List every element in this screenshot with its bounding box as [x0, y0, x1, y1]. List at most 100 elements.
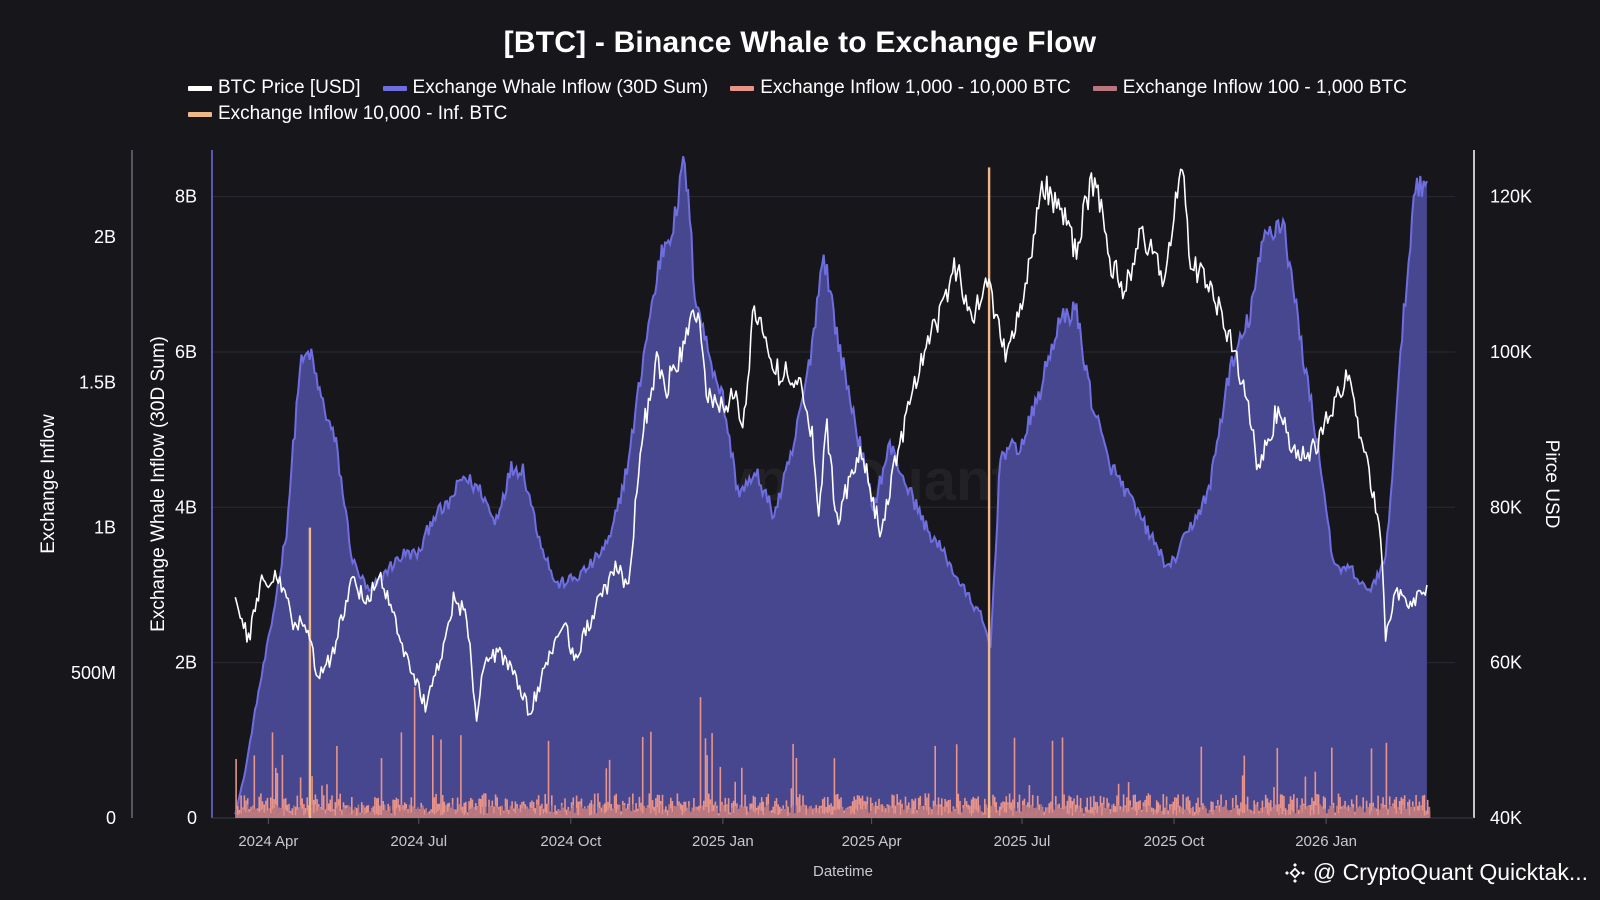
- bar-inflow-100-1000: [498, 809, 500, 818]
- bar-inflow-100-1000: [511, 808, 513, 818]
- bar-inflow-100-1000: [1192, 815, 1194, 818]
- bar-inflow-1000-10000: [456, 797, 459, 818]
- bar-inflow-100-1000: [293, 805, 295, 818]
- legend-item-btc-price[interactable]: BTC Price [USD]: [188, 77, 361, 98]
- bar-inflow-1000-10000: [1136, 802, 1138, 818]
- bar-inflow-100-1000: [537, 805, 540, 818]
- bar-inflow-100-1000: [385, 810, 388, 818]
- legend-label-inflow-100-1000: Exchange Inflow 100 - 1,000 BTC: [1122, 77, 1407, 98]
- bar-inflow-100-1000: [1372, 806, 1374, 818]
- bar-inflow-1000-10000: [937, 797, 940, 818]
- bar-inflow-100-1000: [1425, 815, 1427, 818]
- bar-inflow-1000-10000: [1261, 800, 1264, 818]
- bar-inflow-100-1000: [1121, 806, 1123, 818]
- bar-inflow-100-1000: [1377, 815, 1379, 818]
- bar-inflow-100-1000: [967, 809, 970, 818]
- legend-item-whale-inflow[interactable]: Exchange Whale Inflow (30D Sum): [382, 77, 708, 98]
- bar-inflow-100-1000: [696, 809, 698, 818]
- bar-inflow-1000-10000: [367, 805, 370, 818]
- bar-inflow-100-1000: [1407, 805, 1409, 818]
- bar-inflow-100-1000: [1299, 805, 1302, 818]
- bar-inflow-100-1000: [597, 807, 599, 818]
- bar-inflow-1000-10000: [377, 797, 379, 818]
- bar-inflow-1000-10000: [1339, 797, 1341, 818]
- bar-inflow-100-1000: [1190, 808, 1193, 818]
- bar-inflow-100-1000: [822, 813, 824, 818]
- legend-item-inflow-100-1000[interactable]: Exchange Inflow 100 - 1,000 BTC: [1092, 77, 1407, 98]
- bar-inflow-100-1000: [856, 810, 859, 818]
- bar-inflow-1000-10000: [313, 799, 315, 818]
- bar-inflow-1000-10000: [703, 800, 705, 818]
- bar-inflow-100-1000: [1359, 805, 1361, 818]
- legend-swatch-inflow-1000-10000: [730, 85, 755, 91]
- bar-inflow-100-1000: [612, 809, 614, 818]
- bar-inflow-100-1000: [638, 806, 641, 818]
- bar-inflow-1000-10000: [519, 804, 522, 818]
- bar-inflow-1000-10000: [484, 793, 487, 818]
- bar-inflow-1000-10000: [288, 803, 290, 818]
- bar-inflow-1000-10000: [1317, 794, 1320, 818]
- bar-inflow-100-1000: [693, 811, 695, 818]
- bar-inflow-100-1000: [972, 812, 974, 818]
- bar-inflow-1000-10000: [1403, 795, 1406, 818]
- bar-inflow-100-1000: [656, 807, 659, 818]
- bar-inflow-1000-10000: [435, 793, 437, 818]
- bar-inflow-100-1000: [554, 814, 556, 818]
- bar-inflow-1000-10000: [1071, 801, 1074, 818]
- bar-inflow-1000-10000: [772, 806, 774, 818]
- bar-inflow-100-1000: [780, 811, 783, 818]
- bar-inflow-1000-10000: [1425, 810, 1427, 818]
- bar-inflow-100-1000: [610, 810, 613, 818]
- bar-inflow-1000-10000: [1218, 805, 1221, 818]
- bar-inflow-100-1000: [1383, 806, 1386, 818]
- bar-inflow-100-1000: [301, 808, 303, 818]
- bar-inflow-100-1000: [868, 812, 870, 818]
- bar-inflow-100-1000: [653, 811, 655, 818]
- bar-inflow-100-1000: [1426, 814, 1429, 818]
- bar-inflow-100-1000: [1324, 808, 1326, 818]
- bar-inflow-1000-10000: [699, 697, 702, 818]
- bar-inflow-100-1000: [1094, 809, 1097, 818]
- bar-inflow-100-1000: [883, 806, 885, 818]
- legend-item-inflow-1000-10000[interactable]: Exchange Inflow 1,000 - 10,000 BTC: [730, 77, 1071, 98]
- bar-inflow-100-1000: [337, 805, 340, 818]
- bar-inflow-100-1000: [1264, 807, 1267, 818]
- bar-inflow-100-1000: [493, 813, 495, 818]
- bar-inflow-100-1000: [790, 807, 793, 818]
- bar-inflow-100-1000: [1410, 806, 1412, 818]
- bar-inflow-1000-10000: [831, 806, 834, 818]
- bar-inflow-1000-10000: [1132, 794, 1135, 818]
- bar-inflow-1000-10000: [790, 788, 793, 818]
- bar-inflow-100-1000: [253, 808, 256, 818]
- bar-inflow-100-1000: [1068, 814, 1070, 818]
- bar-inflow-100-1000: [392, 809, 394, 818]
- bar-inflow-100-1000: [645, 807, 647, 818]
- bar-inflow-100-1000: [750, 808, 753, 818]
- bar-inflow-100-1000: [398, 811, 401, 818]
- bar-inflow-100-1000: [767, 804, 770, 818]
- bar-inflow-100-1000: [926, 810, 928, 818]
- legend-item-inflow-10000-inf[interactable]: Exchange Inflow 10,000 - Inf. BTC: [188, 103, 507, 124]
- bar-inflow-100-1000: [922, 809, 925, 818]
- bar-inflow-1000-10000: [615, 793, 617, 818]
- bar-inflow-100-1000: [939, 807, 941, 818]
- bar-inflow-1000-10000: [1283, 796, 1285, 818]
- bar-inflow-100-1000: [665, 812, 667, 818]
- bar-inflow-100-1000: [1223, 805, 1226, 818]
- bar-inflow-100-1000: [688, 806, 690, 818]
- bar-inflow-1000-10000: [1304, 776, 1307, 818]
- bar-inflow-100-1000: [911, 813, 913, 818]
- bar-inflow-100-1000: [622, 804, 624, 818]
- bar-inflow-100-1000: [1269, 811, 1272, 818]
- bar-inflow-100-1000: [888, 812, 890, 818]
- bar-inflow-100-1000: [547, 804, 550, 818]
- bar-inflow-100-1000: [1013, 808, 1016, 818]
- bar-inflow-100-1000: [1288, 814, 1290, 818]
- bar-inflow-1000-10000: [243, 795, 246, 818]
- bar-inflow-1000-10000: [1331, 747, 1333, 818]
- bar-inflow-100-1000: [559, 810, 561, 818]
- bar-inflow-100-1000: [679, 809, 682, 818]
- bar-inflow-100-1000: [1155, 814, 1158, 818]
- bar-inflow-1000-10000: [240, 795, 242, 818]
